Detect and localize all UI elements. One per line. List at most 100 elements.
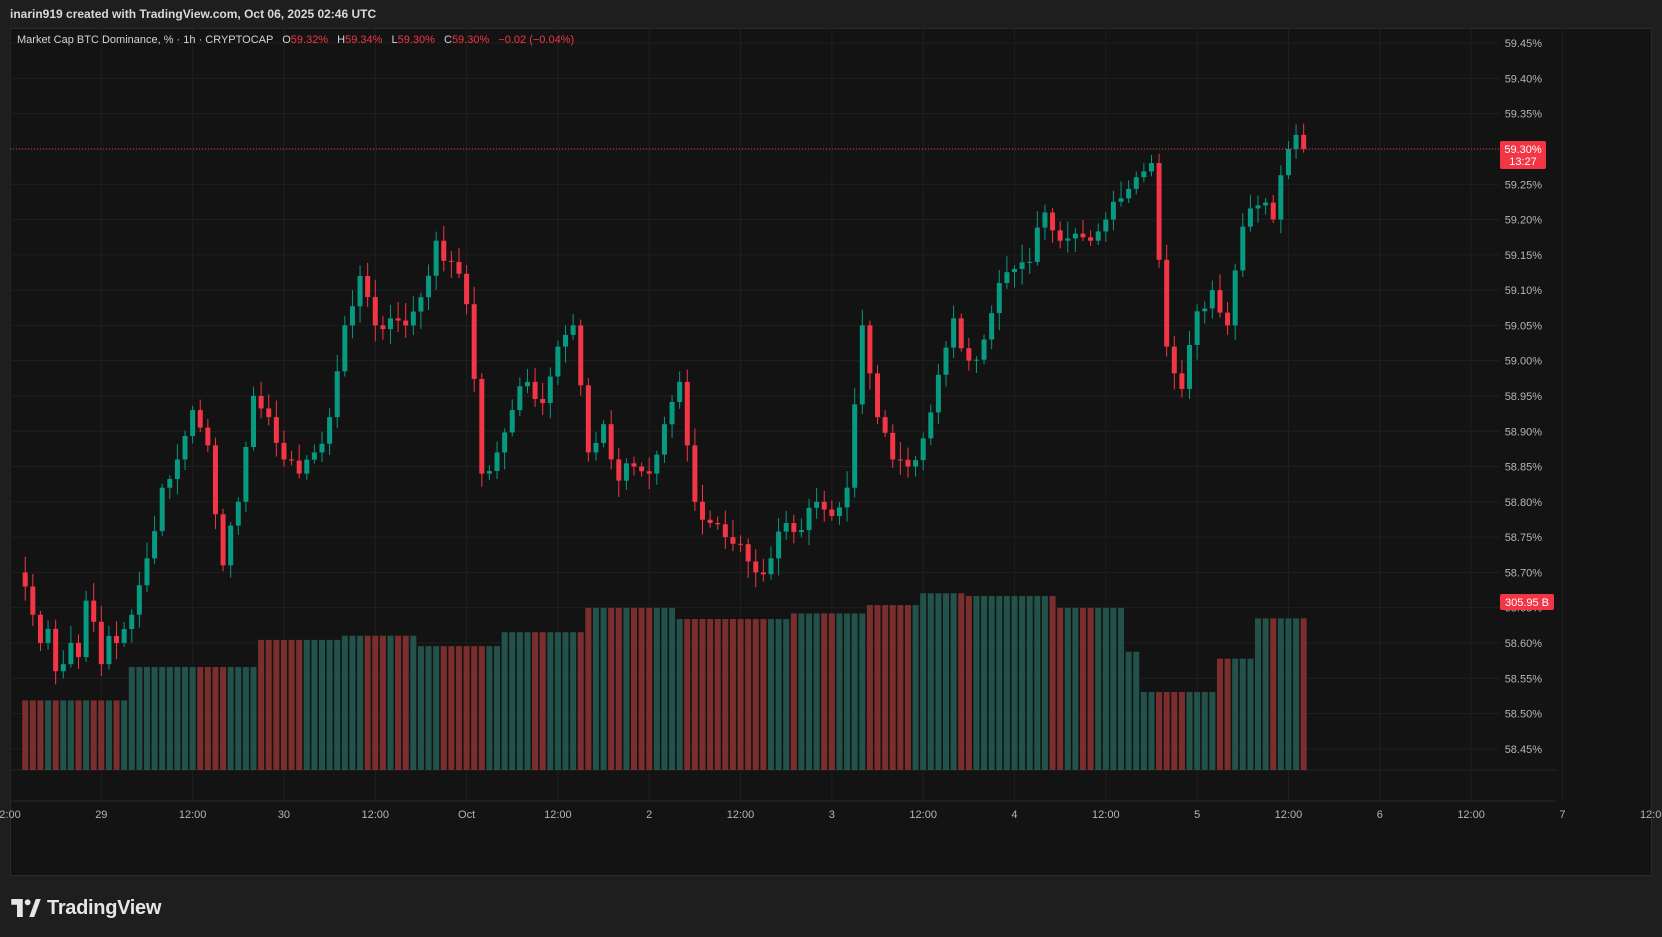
candle <box>989 305 995 350</box>
candle <box>448 251 454 278</box>
candle <box>1011 265 1017 288</box>
candle-body <box>75 642 81 658</box>
price-tick-label: 59.10% <box>1505 285 1543 297</box>
volume-bar <box>729 619 736 770</box>
candle-body <box>760 572 766 575</box>
candle-body <box>387 318 393 330</box>
volume-bar <box>532 632 539 770</box>
candle-body <box>1118 198 1124 202</box>
volume-bar <box>516 632 523 770</box>
candle-body <box>296 460 302 474</box>
volume-bar <box>67 700 74 770</box>
time-tick-label: 12:00 <box>1457 809 1485 821</box>
candle <box>578 319 584 396</box>
volume-bar <box>676 619 683 770</box>
candle-body <box>859 325 865 405</box>
candle <box>152 515 158 565</box>
candle <box>372 279 378 342</box>
candle <box>243 441 249 513</box>
volume-bar <box>958 593 965 770</box>
volume-bar <box>440 646 447 770</box>
candle <box>319 431 325 463</box>
volume-value: 305.95 B <box>1505 597 1549 609</box>
candle-body <box>304 459 310 474</box>
candle <box>806 498 812 546</box>
volume-bar <box>943 593 950 770</box>
candle <box>631 456 637 476</box>
price-tick-label: 59.15% <box>1505 250 1543 262</box>
legend-high-label: H <box>337 34 346 46</box>
volume-bar <box>37 700 44 770</box>
candle <box>37 610 43 652</box>
legend-high-value: 59.34% <box>345 34 383 46</box>
candle <box>1141 163 1147 183</box>
volume-bar <box>1026 596 1033 770</box>
candle <box>1027 247 1033 274</box>
candle-body <box>1285 148 1291 176</box>
volume-bar <box>235 667 242 770</box>
brand-name: TradingView <box>47 896 162 919</box>
candle-body <box>616 459 622 481</box>
candle <box>540 382 546 416</box>
bar-countdown: 13:27 <box>1509 156 1537 168</box>
candle <box>365 262 371 308</box>
candle-body <box>342 325 348 372</box>
candle-body <box>920 438 926 461</box>
candle-body <box>1240 226 1246 271</box>
price-tick-label: 59.05% <box>1505 320 1543 332</box>
candle <box>1164 244 1170 357</box>
candle-body <box>684 381 690 446</box>
candle <box>875 364 881 425</box>
candle-body <box>532 381 538 400</box>
volume-bar <box>311 639 318 770</box>
time-tick-label: 12:00 <box>727 809 755 821</box>
candle <box>608 410 614 470</box>
volume-bar <box>661 607 668 770</box>
volume-bar <box>745 619 752 770</box>
volume-bar <box>1186 692 1193 770</box>
volume-bar <box>357 635 364 770</box>
candle-body <box>30 586 36 615</box>
candle <box>760 558 766 582</box>
candle <box>829 500 835 521</box>
candle <box>882 410 888 438</box>
volume-bar <box>562 632 569 770</box>
candle <box>106 625 112 670</box>
volume-bar <box>813 613 820 770</box>
candle <box>1171 335 1177 390</box>
candle-body <box>258 395 264 409</box>
price-tick-label: 58.70% <box>1505 567 1543 579</box>
candle <box>342 315 348 377</box>
candle-body <box>1110 201 1116 220</box>
candle-body <box>144 558 150 586</box>
tradingview-brand[interactable]: TradingView <box>11 896 161 920</box>
candle <box>973 356 979 373</box>
candle-body <box>1011 268 1017 273</box>
volume-bar <box>1178 692 1185 770</box>
volume-bar <box>691 619 698 770</box>
volume-bar <box>638 607 645 770</box>
volume-bar <box>821 613 828 770</box>
chart-credit-bar: inarin919 created with TradingView.com, … <box>0 0 1662 28</box>
price-tick-label: 59.45% <box>1505 38 1543 50</box>
candle-body <box>973 359 979 361</box>
candle <box>509 399 515 437</box>
candle <box>251 386 257 451</box>
candle <box>121 621 127 647</box>
volume-bar <box>242 667 249 770</box>
candle-body <box>631 463 637 467</box>
volume-bar <box>806 613 813 770</box>
candle <box>745 538 751 578</box>
volume-bar <box>143 667 150 770</box>
candle-body <box>639 466 645 472</box>
volume-bar <box>1011 596 1018 770</box>
volume-bar <box>494 646 501 770</box>
candle-body <box>281 442 287 460</box>
volume-bar <box>220 667 227 770</box>
volume-bar <box>866 605 873 770</box>
candle-body <box>844 487 850 508</box>
volume-bar <box>1262 618 1269 770</box>
volume-bar <box>653 607 660 770</box>
candle <box>1278 165 1284 234</box>
